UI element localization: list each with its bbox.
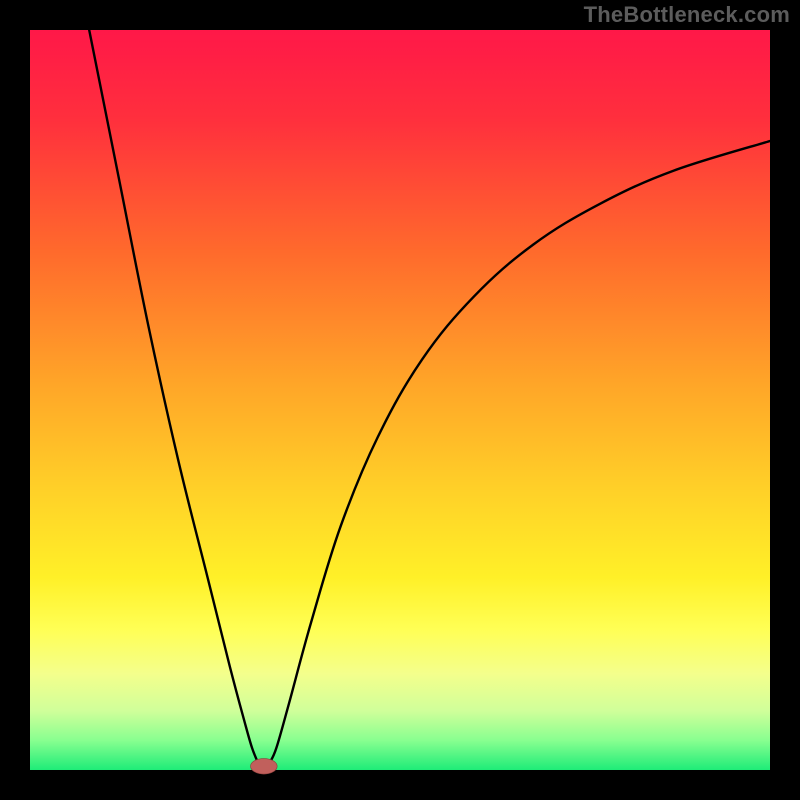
bottleneck-chart: [0, 0, 800, 800]
optimal-marker: [251, 759, 278, 775]
plot-background: [30, 30, 770, 770]
watermark-text: TheBottleneck.com: [584, 2, 790, 28]
